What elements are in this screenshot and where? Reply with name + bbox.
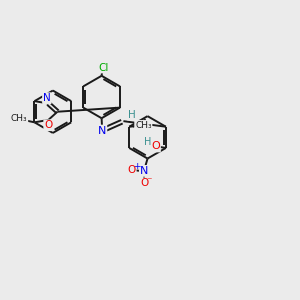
Text: ⁻: ⁻ [147, 176, 152, 186]
Text: O: O [44, 120, 52, 130]
Text: N: N [140, 166, 148, 176]
Text: Cl: Cl [98, 63, 108, 73]
Text: H: H [128, 110, 136, 120]
Text: N: N [98, 126, 106, 136]
Text: N: N [43, 93, 51, 103]
Text: CH₃: CH₃ [11, 114, 28, 123]
Text: +: + [133, 162, 141, 171]
Text: O: O [151, 142, 160, 152]
Text: H: H [144, 137, 151, 147]
Text: O: O [140, 178, 148, 188]
Text: CH₃: CH₃ [135, 121, 152, 130]
Text: O: O [128, 165, 136, 175]
